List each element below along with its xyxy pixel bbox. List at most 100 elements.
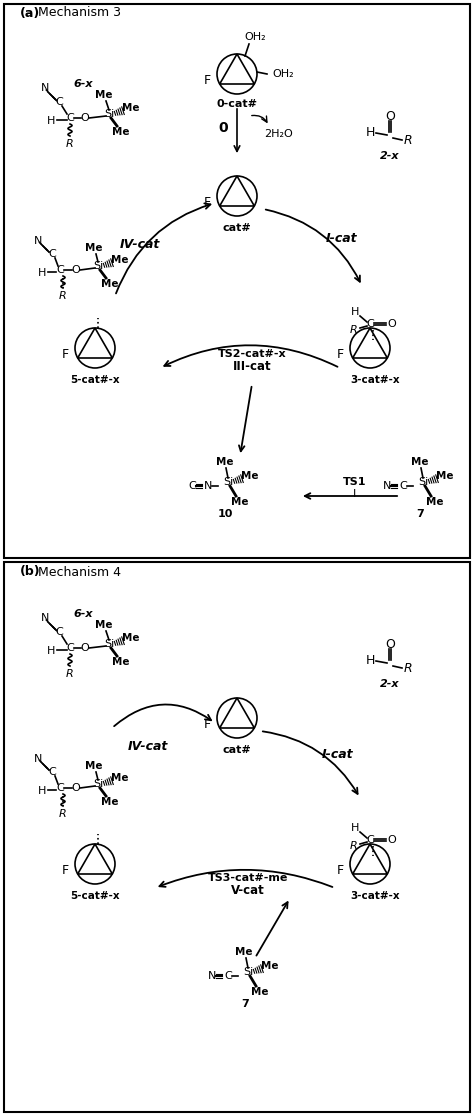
Text: Me: Me xyxy=(122,103,140,113)
Text: C: C xyxy=(188,481,196,491)
Text: Me: Me xyxy=(101,797,119,807)
Text: H: H xyxy=(351,822,359,833)
Text: O: O xyxy=(81,643,90,653)
Text: 10: 10 xyxy=(217,509,233,519)
Text: Me: Me xyxy=(241,471,259,481)
Text: III-cat: III-cat xyxy=(233,359,271,373)
Text: O: O xyxy=(388,319,396,329)
Text: Si: Si xyxy=(223,477,233,487)
Text: 3-cat#-x: 3-cat#-x xyxy=(350,375,400,385)
Text: Si: Si xyxy=(418,477,428,487)
Text: Si: Si xyxy=(93,261,103,271)
Text: I-cat: I-cat xyxy=(322,748,354,760)
Text: OH₂: OH₂ xyxy=(244,32,266,42)
Text: C: C xyxy=(66,113,74,123)
Text: F: F xyxy=(337,347,344,360)
Text: 7: 7 xyxy=(416,509,424,519)
Text: Si: Si xyxy=(243,966,253,976)
Text: F: F xyxy=(62,864,69,876)
Text: (a): (a) xyxy=(20,7,40,19)
Text: R: R xyxy=(59,809,67,819)
Text: 6-x: 6-x xyxy=(73,79,93,89)
Text: F: F xyxy=(203,195,210,209)
Text: Me: Me xyxy=(436,471,454,481)
Text: cat#: cat# xyxy=(223,745,251,756)
Text: Me: Me xyxy=(95,620,113,631)
Text: Me: Me xyxy=(261,961,279,971)
Text: 5-cat#-x: 5-cat#-x xyxy=(70,891,120,901)
Text: Me: Me xyxy=(251,987,269,997)
Text: 2-x: 2-x xyxy=(380,151,400,161)
Text: IV-cat: IV-cat xyxy=(128,740,168,752)
Text: TS2-cat#-x: TS2-cat#-x xyxy=(218,349,286,359)
Text: Me: Me xyxy=(112,657,130,667)
Text: O: O xyxy=(72,264,81,275)
Text: H: H xyxy=(351,307,359,317)
Text: Me: Me xyxy=(85,243,103,253)
Text: O: O xyxy=(81,113,90,123)
Text: O: O xyxy=(385,637,395,651)
Text: N: N xyxy=(41,83,49,93)
Text: C: C xyxy=(48,249,56,259)
Text: I: I xyxy=(354,489,356,499)
Bar xyxy=(4,562,470,1112)
Text: cat#: cat# xyxy=(223,223,251,233)
Text: N: N xyxy=(208,971,216,981)
Bar xyxy=(4,4,470,558)
Text: Si: Si xyxy=(104,109,114,119)
Text: OH₂: OH₂ xyxy=(272,69,294,79)
Text: Me: Me xyxy=(95,90,113,100)
Text: F: F xyxy=(337,864,344,876)
Text: V-cat: V-cat xyxy=(231,884,265,896)
Text: O: O xyxy=(385,109,395,123)
Text: (b): (b) xyxy=(20,566,41,578)
Text: Me: Me xyxy=(411,456,429,466)
Text: R: R xyxy=(350,325,358,335)
Text: 0: 0 xyxy=(218,121,228,135)
Text: H: H xyxy=(365,126,374,140)
Text: TS3-cat#-me: TS3-cat#-me xyxy=(208,873,288,883)
Text: C: C xyxy=(55,627,63,637)
Text: C: C xyxy=(366,835,374,845)
Text: 2-x: 2-x xyxy=(380,679,400,689)
Text: O: O xyxy=(388,835,396,845)
Text: R: R xyxy=(59,291,67,301)
Text: C: C xyxy=(66,643,74,653)
Text: Me: Me xyxy=(216,456,234,466)
Text: C: C xyxy=(56,264,64,275)
Text: N: N xyxy=(383,481,391,491)
Text: N: N xyxy=(41,613,49,623)
Text: 6-x: 6-x xyxy=(73,609,93,619)
Text: 3-cat#-x: 3-cat#-x xyxy=(350,891,400,901)
Text: N: N xyxy=(204,481,212,491)
Text: Me: Me xyxy=(112,127,130,137)
Text: 0-cat#: 0-cat# xyxy=(217,99,257,109)
Text: O: O xyxy=(72,783,81,793)
Text: Mechanism 3: Mechanism 3 xyxy=(38,7,121,19)
Text: IV-cat: IV-cat xyxy=(120,238,160,250)
Text: C: C xyxy=(55,97,63,107)
Text: R: R xyxy=(404,662,412,674)
Text: H: H xyxy=(38,786,46,796)
Text: R: R xyxy=(66,668,74,679)
Text: I-cat: I-cat xyxy=(326,231,358,244)
Text: Me: Me xyxy=(122,633,140,643)
Text: F: F xyxy=(203,74,210,87)
Text: Me: Me xyxy=(101,279,119,289)
Text: 7: 7 xyxy=(241,999,249,1009)
Text: H: H xyxy=(47,646,55,656)
Text: R: R xyxy=(66,140,74,150)
Text: C: C xyxy=(56,783,64,793)
Text: H: H xyxy=(365,654,374,667)
Text: Me: Me xyxy=(231,497,249,507)
Text: Me: Me xyxy=(111,773,129,783)
Text: C: C xyxy=(48,767,56,777)
Text: 5-cat#-x: 5-cat#-x xyxy=(70,375,120,385)
Text: Me: Me xyxy=(85,761,103,771)
Text: F: F xyxy=(203,718,210,731)
Text: 2H₂O: 2H₂O xyxy=(264,129,293,140)
Text: C: C xyxy=(224,971,232,981)
Text: Si: Si xyxy=(104,639,114,650)
Text: Me: Me xyxy=(111,254,129,264)
Text: R: R xyxy=(350,841,358,852)
